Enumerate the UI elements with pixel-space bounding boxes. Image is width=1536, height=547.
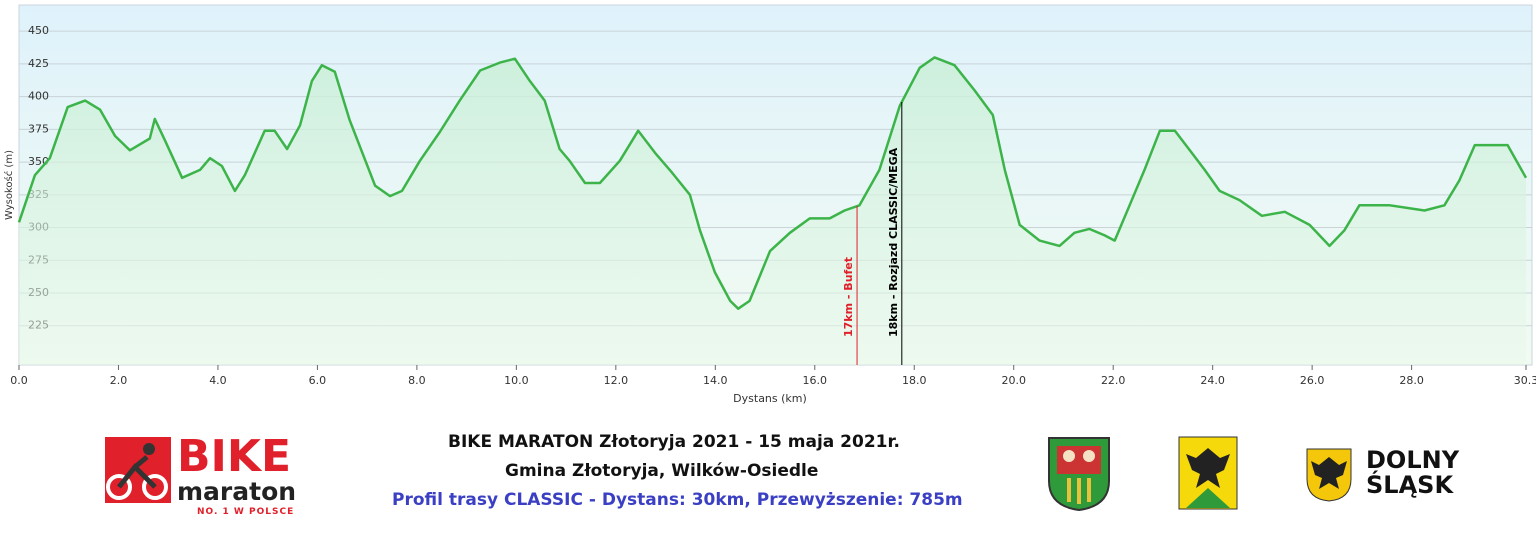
region-word: ŚLĄSK: [1366, 471, 1454, 499]
logo-word2: maraton: [177, 477, 297, 506]
marker-label: 17km - Bufet: [842, 257, 855, 337]
x-tick-label: 28.0: [1399, 374, 1424, 387]
elevation-area: [19, 57, 1526, 366]
y-axis-label: Wysokość (m): [3, 150, 15, 220]
crest-region: [1306, 448, 1352, 502]
x-axis-label: Dystans (km): [733, 392, 807, 405]
x-tick-label: 0.0: [10, 374, 28, 387]
x-tick-label: 24.0: [1200, 374, 1225, 387]
x-tick-label: 16.0: [803, 374, 828, 387]
marker-label: 18km - Rozjazd CLASSIC/MEGA: [887, 147, 900, 337]
x-tick-label: 18.0: [902, 374, 927, 387]
x-tick-label: 12.0: [604, 374, 629, 387]
region-name: DOLNY ŚLĄSK: [1366, 448, 1459, 498]
x-tick-label: 8.0: [408, 374, 426, 387]
y-tick-label: 375: [28, 122, 49, 135]
region-word: DOLNY: [1366, 446, 1460, 474]
footer-line: Gmina Złotoryja, Wilków-Osiedle: [505, 461, 819, 481]
x-tick-label: 2.0: [110, 374, 128, 387]
y-tick-label: 400: [28, 90, 49, 103]
crest-zlotoryja: [1048, 437, 1110, 512]
x-tick-label: 10.0: [504, 374, 529, 387]
bike-logo: BIKE maraton NO. 1 W POLSCE: [105, 431, 325, 517]
x-tick-label: 30.3: [1514, 374, 1536, 387]
footer-line: BIKE MARATON Złotoryja 2021 - 15 maja 20…: [448, 432, 900, 452]
logo-word1: BIKE: [177, 431, 292, 482]
x-tick-label: 20.0: [1001, 374, 1026, 387]
x-tick-label: 4.0: [209, 374, 227, 387]
y-tick-label: 425: [28, 57, 49, 70]
x-tick-label: 26.0: [1300, 374, 1325, 387]
x-tick-label: 22.0: [1101, 374, 1126, 387]
footer-line: Profil trasy CLASSIC - Dystans: 30km, Pr…: [392, 490, 963, 510]
y-tick-label: 450: [28, 24, 49, 37]
chart: Wysokość (m) Dystans (km) 22525027530032…: [3, 4, 1536, 405]
x-tick-label: 14.0: [703, 374, 728, 387]
elevation-line: [17, 56, 1528, 310]
logo-icon: [105, 437, 171, 503]
x-tick-label: 6.0: [309, 374, 327, 387]
crest-county: [1178, 436, 1238, 510]
logo-tagline: NO. 1 W POLSCE: [197, 507, 295, 517]
